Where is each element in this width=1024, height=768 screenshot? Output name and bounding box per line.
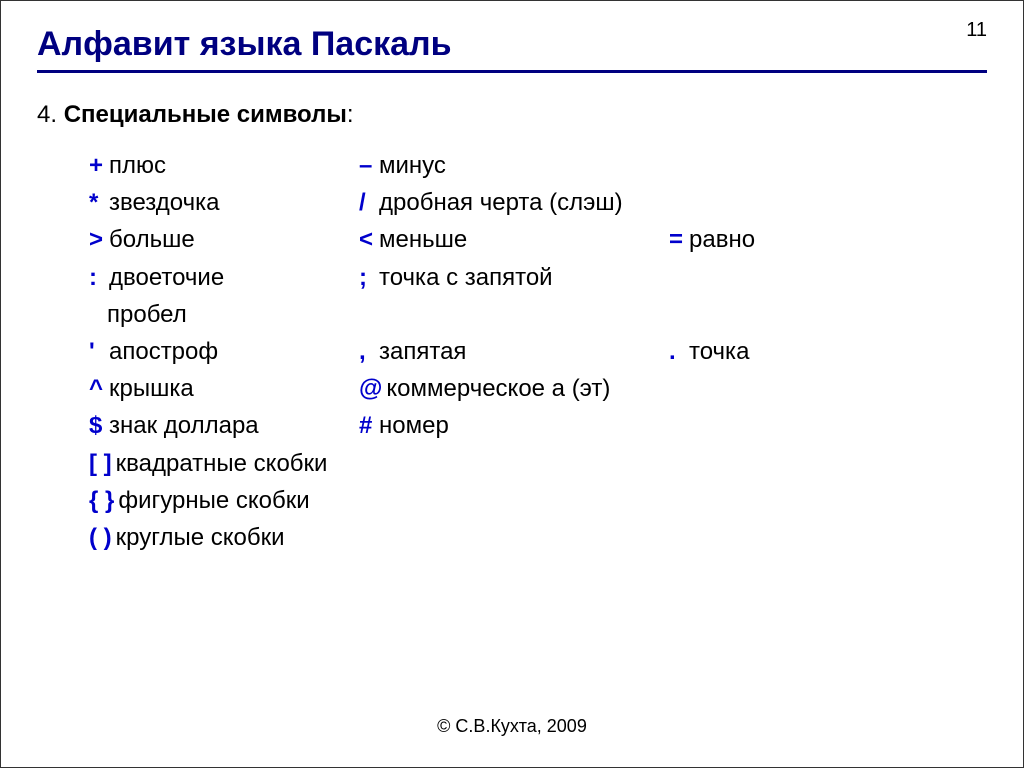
symbol-description: больше bbox=[109, 221, 195, 258]
slide: 11 Алфавит языка Паскаль 4. Специальные … bbox=[1, 1, 1023, 767]
symbol-cell: , запятая bbox=[359, 333, 669, 370]
symbol-cell: # номер bbox=[359, 407, 669, 444]
symbol-description: знак доллара bbox=[109, 407, 259, 444]
symbol-description: точка с запятой bbox=[379, 259, 553, 296]
symbol-glyph: ^ bbox=[89, 370, 105, 407]
page-number: 11 bbox=[966, 19, 987, 42]
symbol-row: + плюс– минус bbox=[89, 147, 987, 184]
symbol-cell: – минус bbox=[359, 147, 669, 184]
symbol-description: минус bbox=[379, 147, 446, 184]
section-colon: : bbox=[347, 101, 354, 128]
symbol-description: равно bbox=[689, 221, 755, 258]
section-heading: 4. Специальные символы: bbox=[37, 101, 987, 129]
symbol-row: пробел bbox=[89, 296, 987, 333]
symbol-description: апостроф bbox=[109, 333, 218, 370]
section-label: Специальные символы bbox=[64, 101, 347, 128]
symbol-glyph: : bbox=[89, 259, 105, 296]
symbol-cell: [ ] квадратные скобки bbox=[89, 445, 359, 482]
symbol-row: { } фигурные скобки bbox=[89, 482, 987, 519]
symbol-glyph: + bbox=[89, 147, 105, 184]
symbol-row: ( ) круглые скобки bbox=[89, 519, 987, 556]
symbol-glyph: # bbox=[359, 407, 375, 444]
symbol-description: фигурные скобки bbox=[118, 482, 309, 519]
symbol-description: точка bbox=[689, 333, 749, 370]
symbol-glyph: . bbox=[669, 333, 685, 370]
symbol-glyph: < bbox=[359, 221, 375, 258]
symbol-glyph: $ bbox=[89, 407, 105, 444]
indent-space bbox=[89, 296, 107, 333]
symbol-cell: ' апостроф bbox=[89, 333, 359, 370]
symbol-description: дробная черта (слэш) bbox=[379, 184, 623, 221]
symbol-glyph: – bbox=[359, 147, 375, 184]
symbol-cell: * звездочка bbox=[89, 184, 359, 221]
symbol-description: номер bbox=[379, 407, 449, 444]
symbol-glyph: ( ) bbox=[89, 519, 112, 556]
symbol-description: запятая bbox=[379, 333, 466, 370]
symbol-description: меньше bbox=[379, 221, 467, 258]
symbol-description: плюс bbox=[109, 147, 166, 184]
symbol-rows: + плюс– минус* звездочка/ дробная черта … bbox=[89, 147, 987, 556]
symbol-cell: $ знак доллара bbox=[89, 407, 359, 444]
symbol-cell: / дробная черта (слэш) bbox=[359, 184, 669, 221]
slide-title: Алфавит языка Паскаль bbox=[37, 25, 987, 64]
symbol-cell: < меньше bbox=[359, 221, 669, 258]
symbol-description: круглые скобки bbox=[116, 519, 285, 556]
symbol-glyph: @ bbox=[359, 370, 382, 407]
symbol-glyph: ; bbox=[359, 259, 375, 296]
symbol-cell: ( ) круглые скобки bbox=[89, 519, 359, 556]
symbol-row: > больше< меньше= равно bbox=[89, 221, 987, 258]
symbol-row: [ ] квадратные скобки bbox=[89, 445, 987, 482]
symbol-cell: { } фигурные скобки bbox=[89, 482, 359, 519]
symbol-row: * звездочка/ дробная черта (слэш) bbox=[89, 184, 987, 221]
symbol-description: крышка bbox=[109, 370, 194, 407]
symbol-description: квадратные скобки bbox=[116, 445, 328, 482]
symbol-description: звездочка bbox=[109, 184, 219, 221]
symbol-glyph: > bbox=[89, 221, 105, 258]
symbol-cell: пробел bbox=[89, 296, 359, 333]
symbol-description: пробел bbox=[107, 296, 187, 333]
symbol-cell: ; точка с запятой bbox=[359, 259, 669, 296]
symbol-cell: @ коммерческое а (эт) bbox=[359, 370, 669, 407]
symbol-glyph: = bbox=[669, 221, 685, 258]
symbol-cell: + плюс bbox=[89, 147, 359, 184]
symbol-glyph: * bbox=[89, 184, 105, 221]
symbol-cell: > больше bbox=[89, 221, 359, 258]
title-rule bbox=[37, 70, 987, 73]
symbol-row: ^ крышка@ коммерческое а (эт) bbox=[89, 370, 987, 407]
symbol-glyph: ' bbox=[89, 333, 105, 370]
symbol-glyph: { } bbox=[89, 482, 114, 519]
symbol-description: коммерческое а (эт) bbox=[386, 370, 610, 407]
symbol-glyph: , bbox=[359, 333, 375, 370]
symbol-cell: : двоеточие bbox=[89, 259, 359, 296]
symbol-glyph: [ ] bbox=[89, 445, 112, 482]
symbol-row: : двоеточие; точка с запятой bbox=[89, 259, 987, 296]
symbol-glyph: / bbox=[359, 184, 375, 221]
symbol-row: ' апостроф, запятая. точка bbox=[89, 333, 987, 370]
symbol-cell: ^ крышка bbox=[89, 370, 359, 407]
symbol-description: двоеточие bbox=[109, 259, 224, 296]
section-number: 4. bbox=[37, 101, 57, 128]
symbol-cell: = равно bbox=[669, 221, 987, 258]
symbol-row: $ знак доллара# номер bbox=[89, 407, 987, 444]
slide-footer: © С.В.Кухта, 2009 bbox=[1, 716, 1023, 737]
symbol-cell: . точка bbox=[669, 333, 987, 370]
